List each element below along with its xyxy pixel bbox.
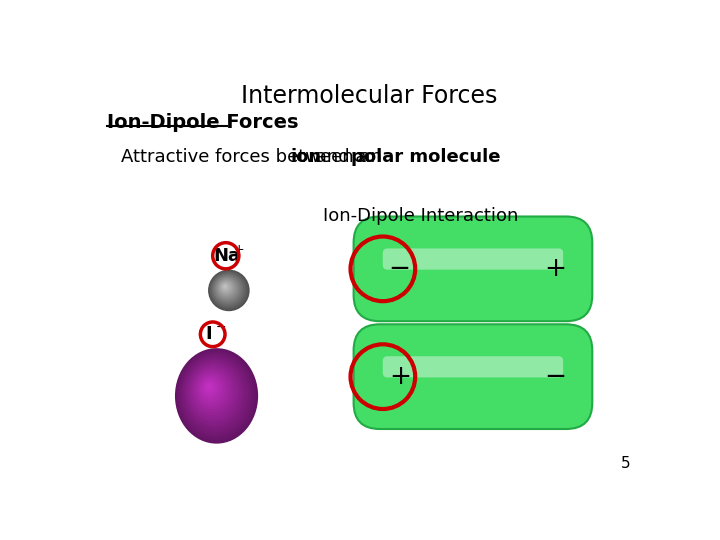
Circle shape bbox=[220, 281, 232, 294]
Text: Ion-Dipole Interaction: Ion-Dipole Interaction bbox=[323, 207, 518, 225]
Ellipse shape bbox=[207, 384, 211, 389]
Ellipse shape bbox=[195, 371, 228, 409]
Circle shape bbox=[212, 274, 243, 305]
Ellipse shape bbox=[202, 379, 218, 398]
Circle shape bbox=[210, 272, 246, 307]
Circle shape bbox=[213, 275, 242, 303]
Text: +: + bbox=[544, 256, 567, 282]
Circle shape bbox=[223, 285, 228, 289]
Text: +: + bbox=[233, 243, 244, 256]
Text: +: + bbox=[389, 363, 411, 390]
Circle shape bbox=[215, 277, 238, 300]
Circle shape bbox=[221, 283, 230, 291]
Ellipse shape bbox=[200, 377, 221, 401]
Ellipse shape bbox=[185, 360, 243, 427]
Text: −: − bbox=[389, 256, 411, 282]
Text: and a: and a bbox=[310, 148, 373, 166]
Circle shape bbox=[222, 284, 228, 290]
FancyBboxPatch shape bbox=[383, 248, 563, 269]
Circle shape bbox=[209, 271, 248, 310]
Ellipse shape bbox=[175, 348, 258, 444]
Circle shape bbox=[217, 278, 237, 299]
Circle shape bbox=[220, 282, 231, 293]
Ellipse shape bbox=[180, 354, 251, 435]
Ellipse shape bbox=[190, 366, 235, 418]
Ellipse shape bbox=[197, 373, 225, 407]
Text: Ion-Dipole Forces: Ion-Dipole Forces bbox=[107, 112, 299, 132]
Text: Na: Na bbox=[213, 247, 240, 265]
Circle shape bbox=[214, 275, 241, 302]
Circle shape bbox=[218, 280, 235, 296]
FancyBboxPatch shape bbox=[383, 356, 563, 377]
Circle shape bbox=[219, 280, 233, 295]
Text: −: − bbox=[544, 363, 567, 390]
Ellipse shape bbox=[203, 381, 216, 395]
Text: Attractive forces between an: Attractive forces between an bbox=[121, 148, 387, 166]
Ellipse shape bbox=[192, 367, 233, 415]
Circle shape bbox=[208, 269, 250, 311]
Ellipse shape bbox=[184, 357, 246, 429]
Ellipse shape bbox=[181, 356, 248, 432]
Text: Intermolecular Forces: Intermolecular Forces bbox=[240, 84, 498, 108]
Text: 5: 5 bbox=[621, 456, 631, 470]
Ellipse shape bbox=[186, 361, 240, 423]
Text: polar molecule: polar molecule bbox=[351, 148, 501, 166]
Circle shape bbox=[210, 271, 247, 309]
FancyBboxPatch shape bbox=[354, 325, 593, 429]
Ellipse shape bbox=[193, 369, 230, 412]
Ellipse shape bbox=[188, 363, 238, 421]
Circle shape bbox=[215, 276, 240, 301]
Circle shape bbox=[217, 279, 236, 298]
Ellipse shape bbox=[205, 382, 213, 392]
Ellipse shape bbox=[198, 375, 223, 403]
Text: I: I bbox=[205, 325, 212, 343]
FancyBboxPatch shape bbox=[354, 217, 593, 321]
Text: ion: ion bbox=[291, 148, 322, 166]
Circle shape bbox=[224, 286, 226, 287]
Circle shape bbox=[212, 273, 245, 306]
Ellipse shape bbox=[176, 350, 256, 441]
Ellipse shape bbox=[179, 352, 253, 438]
Text: −: − bbox=[216, 321, 226, 334]
